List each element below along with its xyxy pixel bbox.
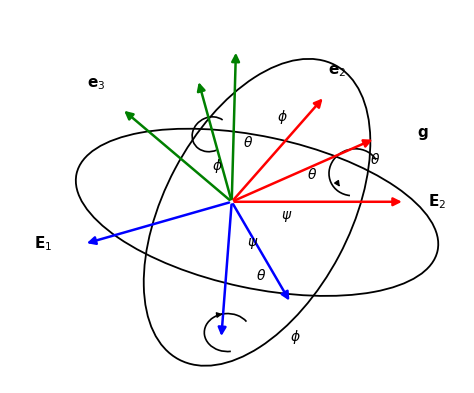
Text: $\mathbf{e}_2$: $\mathbf{e}_2$ [328, 64, 346, 79]
Text: $\psi$: $\psi$ [281, 209, 292, 224]
Text: $\theta$: $\theta$ [370, 152, 380, 167]
Text: $\theta$: $\theta$ [307, 167, 317, 182]
Text: $\mathbf{E}_1$: $\mathbf{E}_1$ [34, 235, 53, 253]
Text: $\mathbf{g}$: $\mathbf{g}$ [417, 126, 429, 142]
Text: $\mathbf{e}_3$: $\mathbf{e}_3$ [87, 76, 105, 92]
Text: $\theta$: $\theta$ [244, 135, 254, 150]
Text: $\mathbf{E}_2$: $\mathbf{E}_2$ [428, 193, 446, 211]
Text: $\phi$: $\phi$ [277, 108, 288, 127]
Text: $\phi$: $\phi$ [290, 328, 301, 346]
Text: $\psi$: $\psi$ [247, 237, 258, 252]
Text: $\theta$: $\theta$ [256, 268, 266, 283]
Text: $\phi$: $\phi$ [211, 157, 222, 175]
